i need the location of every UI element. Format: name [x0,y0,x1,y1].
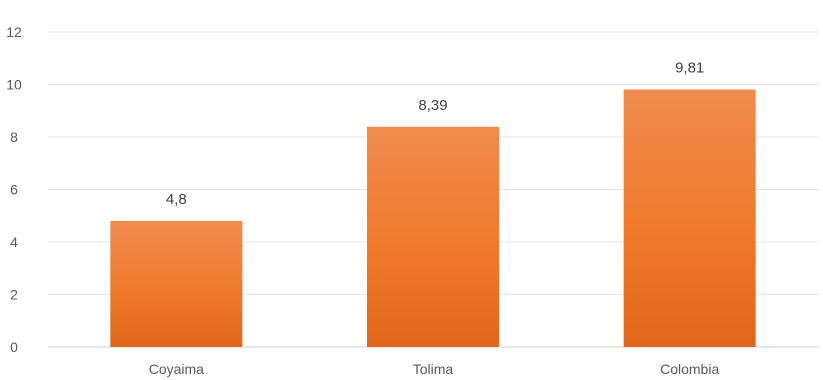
data-labels: 4,8 8,39 9,81 [166,59,704,208]
y-tick-label: 4 [10,234,18,250]
y-tick-label: 10 [6,77,22,93]
bar-colombia [623,89,756,348]
bar-tolima [367,126,499,347]
data-label-colombia: 9,81 [675,59,704,76]
y-tick-label: 0 [10,339,18,355]
y-tick-label: 12 [6,24,22,40]
y-tick-label: 2 [10,287,18,303]
category-label-coyaima: Coyaima [149,361,204,377]
x-axis-category-labels: Coyaima Tolima Colombia [149,361,720,377]
bar-coyaima [110,221,243,347]
category-label-colombia: Colombia [660,361,719,377]
y-tick-label: 6 [10,182,18,198]
data-label-coyaima: 4,8 [166,191,187,208]
bars [110,89,756,348]
category-label-tolima: Tolima [413,361,454,377]
data-label-tolima: 8,39 [418,97,447,114]
y-tick-label: 8 [10,129,18,145]
y-axis-tick-labels: 0 2 4 6 8 10 12 [6,24,22,355]
